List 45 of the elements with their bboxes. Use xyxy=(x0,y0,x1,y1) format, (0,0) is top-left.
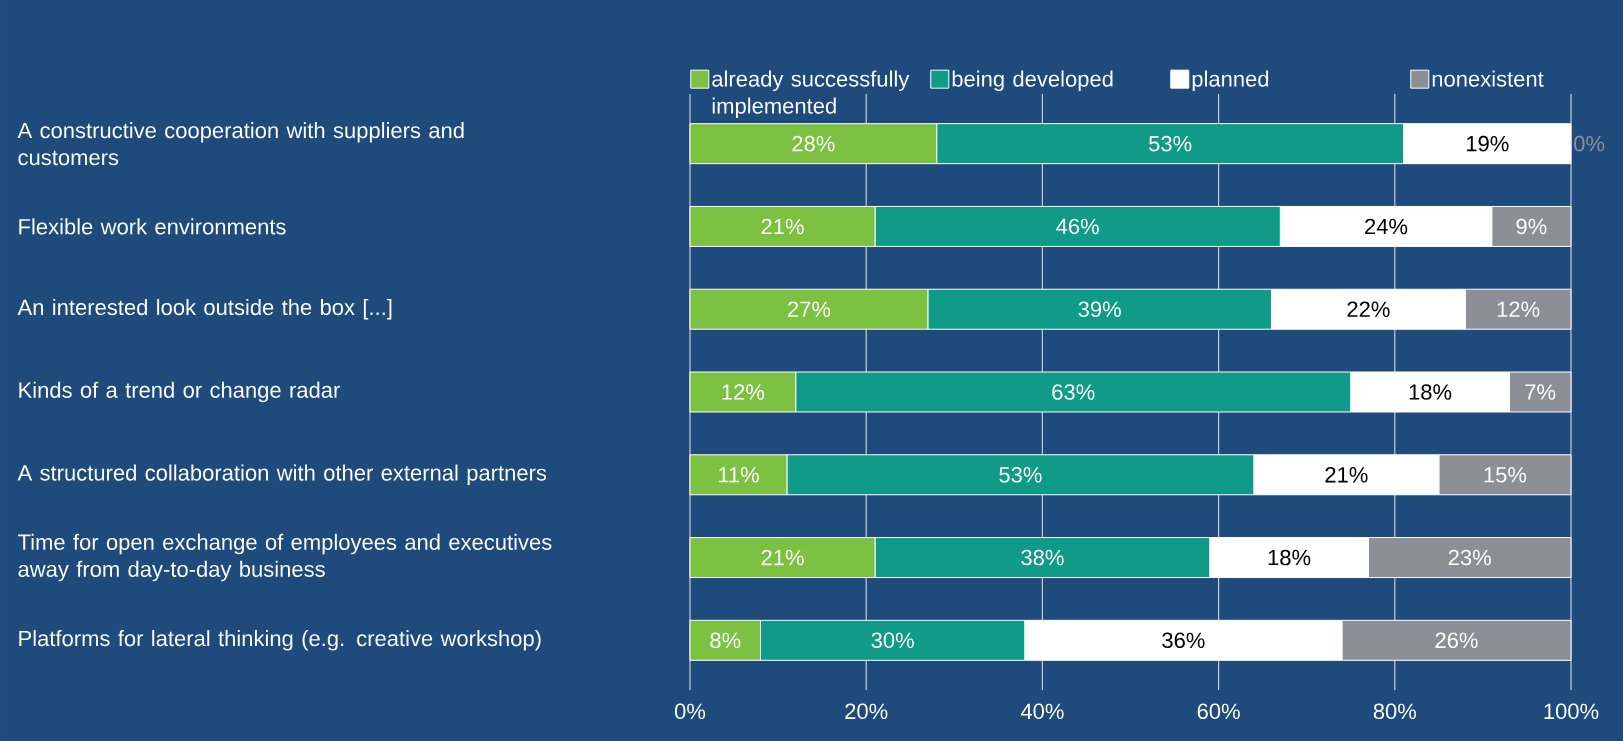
data-label: 24% xyxy=(1365,218,1408,235)
data-label: 46% xyxy=(1056,218,1099,235)
legend-label: already successfully implemented xyxy=(712,70,910,119)
data-label: 53% xyxy=(1149,135,1192,152)
x-tick-label: 0% xyxy=(674,703,706,720)
data-label: 7% xyxy=(1525,384,1556,400)
data-label: 15% xyxy=(1484,467,1527,483)
y-tick-label: Flexible work environments xyxy=(19,218,286,235)
x-tick-label: 60% xyxy=(1197,703,1240,720)
legend-label: nonexistent xyxy=(1432,70,1544,87)
data-label: 28% xyxy=(792,135,835,152)
data-label: 21% xyxy=(1325,467,1368,483)
data-label: 53% xyxy=(999,466,1042,483)
data-label: 23% xyxy=(1448,549,1491,566)
data-label: 12% xyxy=(1497,301,1540,317)
data-label: 18% xyxy=(1409,384,1452,400)
data-label: 30% xyxy=(871,632,914,649)
data-label: 21% xyxy=(761,549,804,566)
data-label: 19% xyxy=(1466,135,1509,152)
data-label: 11% xyxy=(718,467,759,483)
data-label: 12% xyxy=(722,384,765,400)
y-tick-label: An interested look outside the box [...] xyxy=(17,298,392,320)
x-tick-label: 100% xyxy=(1544,703,1599,720)
y-tick-label: Kinds of a trend or change radar xyxy=(19,381,340,403)
data-label: 39% xyxy=(1078,301,1121,317)
data-label: 0% xyxy=(1574,135,1605,152)
x-tick-label: 20% xyxy=(845,703,888,720)
y-tick-label: Time for open exchange of employees and executives away from day-to-day business xyxy=(18,533,552,582)
data-label: 8% xyxy=(710,632,741,649)
data-label: 27% xyxy=(788,301,831,317)
data-label: 22% xyxy=(1347,301,1390,317)
data-label: 9% xyxy=(1516,218,1547,235)
legend-label: being developed xyxy=(952,70,1113,92)
y-tick-label: A constructive cooperation with suppliers and customers xyxy=(17,122,464,166)
data-label: 63% xyxy=(1052,384,1095,400)
y-tick-label: A structured collaboration with other external partners xyxy=(17,464,547,486)
data-label: 18% xyxy=(1268,549,1311,566)
y-tick-label: Platforms for lateral thinking (e.g. creative workshop) xyxy=(19,630,541,651)
legend-label: planned xyxy=(1192,70,1269,92)
data-label: 38% xyxy=(1021,549,1064,566)
data-label: 21% xyxy=(761,218,804,235)
data-label: 36% xyxy=(1162,632,1205,649)
x-tick-label: 80% xyxy=(1373,703,1417,720)
x-tick-label: 40% xyxy=(1020,703,1064,720)
data-label: 26% xyxy=(1435,632,1478,649)
